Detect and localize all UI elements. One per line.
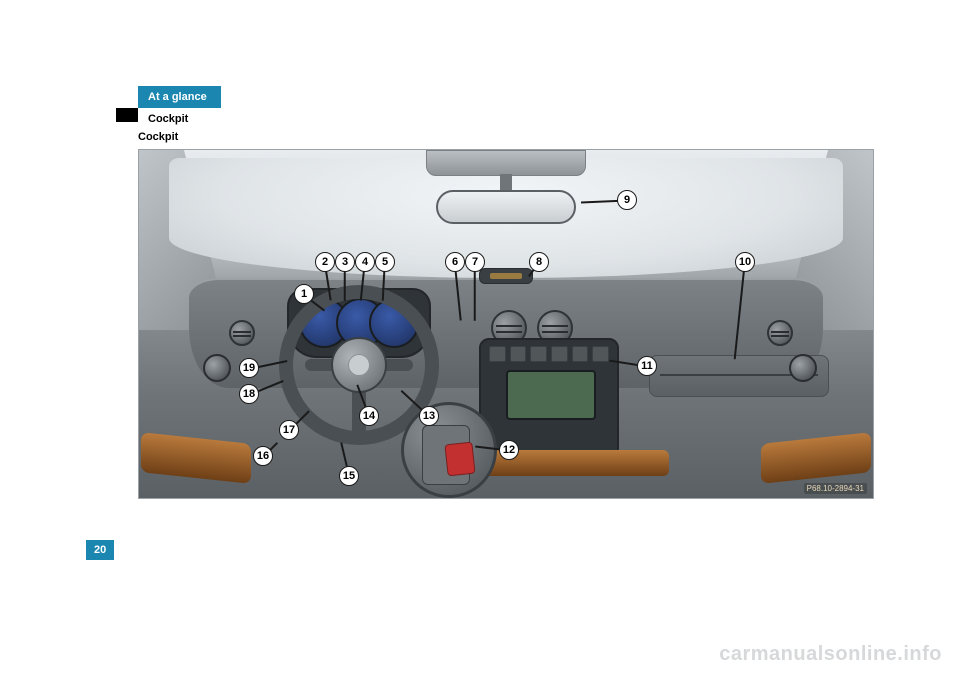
callout-15: 15 <box>339 466 359 486</box>
page-number: 20 <box>86 540 114 560</box>
climate-buttons <box>489 346 609 362</box>
overhead-console <box>426 150 586 176</box>
callout-7: 7 <box>465 252 485 272</box>
inset-red-release <box>444 442 475 477</box>
callout-14: 14 <box>359 406 379 426</box>
marker-box <box>116 108 138 122</box>
callout-12: 12 <box>499 440 519 460</box>
rearview-mirror <box>436 190 576 224</box>
cockpit-diagram: P68.10-2894-31 1234567891011121314151617… <box>138 149 874 499</box>
wheel-hub <box>331 337 387 393</box>
zoom-inset <box>401 402 497 498</box>
callout-18: 18 <box>239 384 259 404</box>
callout-11: 11 <box>637 356 657 376</box>
callout-4: 4 <box>355 252 375 272</box>
dash-clock <box>479 268 533 284</box>
callout-19: 19 <box>239 358 259 378</box>
wood-trim-right <box>761 432 871 484</box>
callout-8: 8 <box>529 252 549 272</box>
page: At a glance Cockpit Cockpit <box>84 86 876 499</box>
callout-13: 13 <box>419 406 439 426</box>
callout-5: 5 <box>375 252 395 272</box>
page-title: Cockpit <box>138 131 876 143</box>
wood-trim-left <box>141 432 251 484</box>
callout-6: 6 <box>445 252 465 272</box>
callout-17: 17 <box>279 420 299 440</box>
section-tab: At a glance <box>138 86 221 108</box>
callout-9: 9 <box>617 190 637 210</box>
callout-10: 10 <box>735 252 755 272</box>
image-reference: P68.10-2894-31 <box>804 483 867 494</box>
callout-3: 3 <box>335 252 355 272</box>
center-stack <box>479 338 619 458</box>
door-speaker-right <box>789 354 817 382</box>
callout-2: 2 <box>315 252 335 272</box>
door-speaker-left <box>203 354 231 382</box>
air-vent-left <box>229 320 255 346</box>
section-subtitle: Cockpit <box>148 113 876 125</box>
callout-16: 16 <box>253 446 273 466</box>
air-vent-right <box>767 320 793 346</box>
callout-1: 1 <box>294 284 314 304</box>
nav-screen <box>506 370 596 420</box>
watermark: carmanualsonline.info <box>719 643 942 666</box>
